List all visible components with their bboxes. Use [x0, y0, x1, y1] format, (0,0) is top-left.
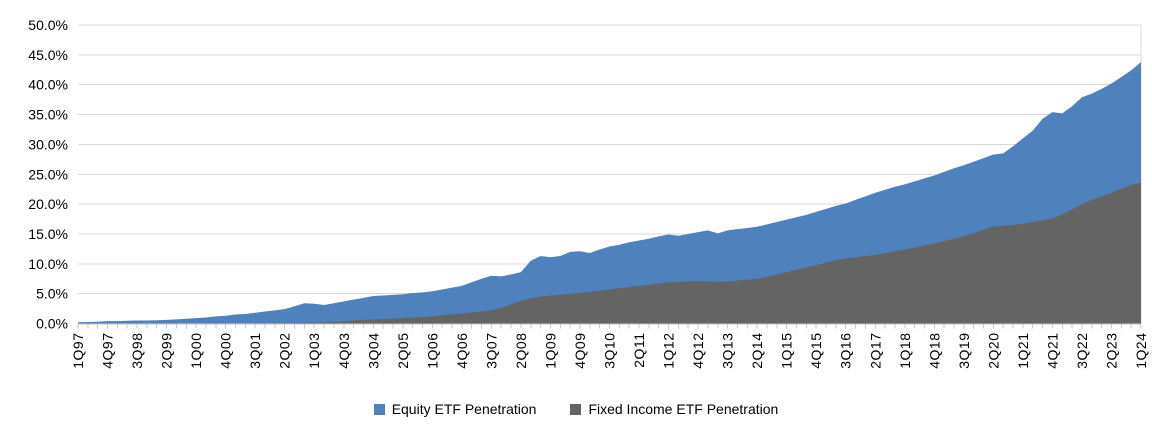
x-tick-label: 2Q08 [513, 333, 529, 369]
x-tick-label: 1Q18 [897, 333, 913, 369]
x-tick-label: 2Q11 [631, 333, 647, 368]
x-tick-label: 2Q14 [749, 333, 765, 369]
x-tick-label: 4Q97 [100, 333, 116, 369]
x-tick-label: 1Q21 [1015, 333, 1031, 369]
x-tick-label: 1Q15 [779, 333, 795, 369]
x-tick-label: 2Q99 [159, 333, 175, 369]
legend-item-fixed-income: Fixed Income ETF Penetration [570, 401, 778, 417]
area-series-fixed-income [78, 182, 1141, 324]
x-tick-label: 1Q03 [306, 333, 322, 369]
x-tick-label: 4Q00 [218, 333, 234, 369]
x-tick-label: 3Q07 [483, 333, 499, 369]
x-tick-label: 3Q01 [247, 333, 263, 369]
x-tick-label: 1Q06 [424, 333, 440, 369]
x-tick-label: 1Q12 [661, 333, 677, 369]
legend-item-equity: Equity ETF Penetration [373, 401, 537, 417]
y-tick-label: 15.0% [28, 226, 68, 242]
equity-series-swatch-icon [373, 403, 385, 415]
x-tick-label: 3Q04 [365, 333, 381, 369]
y-tick-label: 35.0% [28, 107, 68, 123]
y-tick-label: 5.0% [36, 286, 68, 302]
x-tick-label: 1Q97 [70, 333, 86, 369]
x-tick-label: 4Q12 [690, 333, 706, 369]
legend-label-equity: Equity ETF Penetration [391, 401, 537, 417]
y-tick-label: 0.0% [36, 316, 68, 332]
x-tick-label: 3Q22 [1074, 333, 1090, 369]
y-tick-label: 40.0% [28, 77, 68, 93]
y-tick-label: 50.0% [28, 17, 68, 33]
x-tick-label: 3Q10 [602, 333, 618, 369]
legend: Equity ETF Penetration Fixed Income ETF … [0, 401, 1152, 417]
x-tick-label: 1Q24 [1133, 333, 1149, 369]
fixed-income-series-swatch-icon [570, 403, 582, 415]
x-tick-label: 4Q15 [808, 333, 824, 369]
y-tick-label: 30.0% [28, 136, 68, 152]
legend-label-fixed-income: Fixed Income ETF Penetration [588, 401, 779, 417]
y-tick-label: 25.0% [28, 166, 68, 182]
x-tick-label: 2Q20 [985, 333, 1001, 369]
x-tick-label: 1Q00 [188, 333, 204, 369]
plot-area: 0.0% 5.0% 10.0% 15.0% 20.0% 25.0% 30.0% 35.0% 40… [28, 17, 1149, 369]
x-tick-label: 1Q09 [542, 333, 558, 369]
x-tick-label: 3Q98 [129, 333, 145, 369]
x-tick-label: 4Q06 [454, 333, 470, 369]
x-tick-label: 2Q05 [395, 333, 411, 369]
y-tick-label: 10.0% [28, 256, 68, 272]
x-tick-label: 4Q03 [336, 333, 352, 369]
x-tick-label: 3Q16 [838, 333, 854, 369]
x-tick-label: 3Q19 [956, 333, 972, 369]
y-tick-label: 45.0% [28, 47, 68, 63]
x-tick-label: 4Q09 [572, 333, 588, 369]
y-tick-label: 20.0% [28, 196, 68, 212]
x-tick-label: 2Q23 [1103, 333, 1119, 369]
x-tick-label: 3Q13 [720, 333, 736, 369]
x-tick-label: 4Q21 [1044, 333, 1060, 369]
x-tick-label: 2Q17 [867, 333, 883, 369]
x-tick-label: 2Q02 [277, 333, 293, 369]
x-tick-label: 4Q18 [926, 333, 942, 369]
